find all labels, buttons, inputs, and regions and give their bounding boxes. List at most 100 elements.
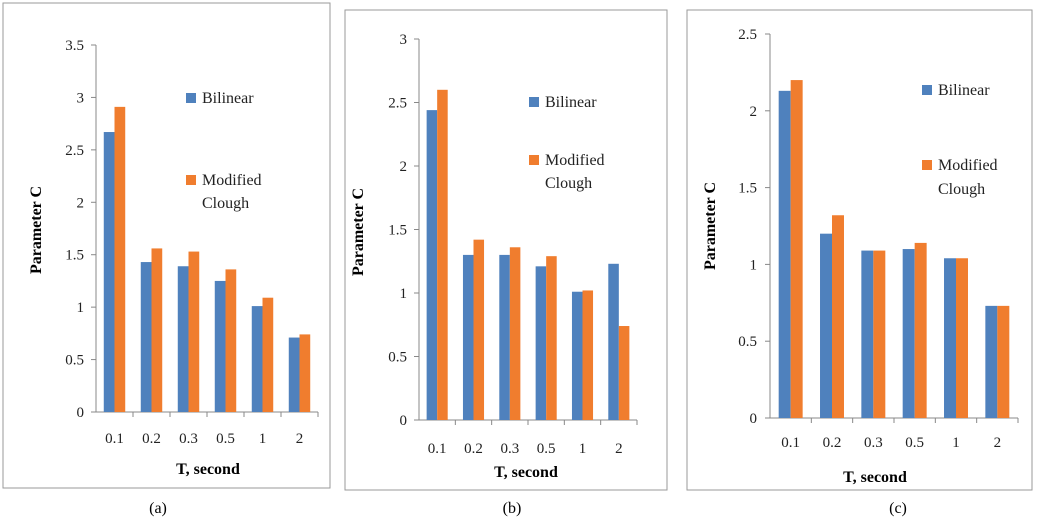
chart-panel-b: 0 0.5 1 1.5 2 2.5 3 0.1 0.2 0.3 0.5 1 2 Bilinear Modif… <box>344 9 668 517</box>
y-tick-label: 0.5 <box>388 350 407 366</box>
bar-modified-clough-2 <box>618 326 630 420</box>
y-tick-label: 3 <box>400 32 408 48</box>
chart-b-caption: (b) <box>503 500 522 517</box>
x-tick-label: 0.1 <box>105 431 124 447</box>
bar-modified-clough-0.5 <box>546 256 557 420</box>
x-tick-label: 2 <box>615 441 623 457</box>
y-tick-label: 0.5 <box>738 334 757 350</box>
bar-bilinear-0.1 <box>778 90 791 418</box>
chart-c-plot: 0 0.5 1 1.5 2 2.5 0.1 0.2 0.3 0.5 1 2 Bilinear Modifi… <box>738 27 1019 451</box>
legend-label-modified-clough: Clough <box>202 195 249 212</box>
x-tick-label: 0.3 <box>179 431 198 447</box>
bar-modified-clough-1 <box>582 290 594 420</box>
bar-bilinear-1 <box>251 306 263 412</box>
y-tick-label: 0.5 <box>65 353 84 369</box>
y-tick-label: 1 <box>400 286 408 302</box>
legend-label-modified-clough: Modified <box>545 152 605 169</box>
bar-modified-clough-0.5 <box>914 242 927 418</box>
bar-modified-clough-1 <box>262 297 274 412</box>
y-tick-label: 2 <box>750 104 758 120</box>
bar-bilinear-0.2 <box>820 233 832 418</box>
x-tick-label: 0.2 <box>142 431 161 447</box>
bar-modified-clough-0.1 <box>437 89 448 421</box>
x-tick-label: 0.1 <box>428 441 447 457</box>
legend-label-bilinear: Bilinear <box>202 90 254 107</box>
bar-modified-clough-0.2 <box>151 248 163 412</box>
legend-swatch-bilinear <box>922 85 932 95</box>
bar-modified-clough-0.3 <box>873 250 886 418</box>
y-tick-label: 0 <box>77 405 85 421</box>
y-tick-label: 0 <box>400 413 408 429</box>
bar-bilinear-0.2 <box>140 262 152 412</box>
x-tick-label: 1 <box>259 431 267 447</box>
y-tick-label: 2.5 <box>65 143 84 159</box>
chart-a-caption: (a) <box>149 500 167 517</box>
legend-swatch-modified-clough <box>922 160 932 170</box>
y-tick-label: 1.5 <box>388 223 407 239</box>
bar-bilinear-0.3 <box>861 250 874 418</box>
bar-bilinear-2 <box>985 305 998 418</box>
bar-bilinear-2 <box>608 263 619 420</box>
bar-modified-clough-0.5 <box>225 269 237 412</box>
y-tick-label: 3.5 <box>65 38 84 54</box>
bar-bilinear-2 <box>288 337 300 412</box>
chart-b-plot: 0 0.5 1 1.5 2 2.5 3 0.1 0.2 0.3 0.5 1 2 Bilinear Modif… <box>388 32 638 457</box>
y-tick-label: 1 <box>750 257 758 273</box>
legend-swatch-bilinear <box>186 93 196 103</box>
legend-label-modified-clough: Modified <box>938 157 998 174</box>
legend-swatch-bilinear <box>529 97 539 107</box>
y-tick-label: 0 <box>750 411 758 427</box>
chart-c-caption: (c) <box>889 500 907 517</box>
legend-label-modified-clough: Clough <box>938 181 985 198</box>
bar-bilinear-1 <box>944 258 956 418</box>
bar-modified-clough-0.2 <box>832 215 844 418</box>
bar-bilinear-1 <box>571 291 583 420</box>
chart-c-xlabel: T, second <box>843 469 907 486</box>
chart-a-ylabel: Parameter C <box>28 186 45 274</box>
bar-bilinear-0.2 <box>462 254 474 420</box>
bar-modified-clough-2 <box>997 305 1010 418</box>
bar-bilinear-0.5 <box>902 249 915 418</box>
legend-label-modified-clough: Clough <box>545 175 592 192</box>
x-tick-label: 0.3 <box>864 435 883 451</box>
x-tick-label: 1 <box>952 435 960 451</box>
y-tick-label: 2 <box>400 159 408 175</box>
chart-a-plot: 0 0.5 1 1.5 2 2.5 3 3.5 0.1 0.2 0.3 0.5 1 2 Bilinear Mo… <box>65 38 319 447</box>
bar-modified-clough-1 <box>956 258 968 418</box>
y-tick-label: 1 <box>77 300 85 316</box>
legend-swatch-modified-clough <box>186 175 196 185</box>
chart-b-xlabel: T, second <box>494 464 558 481</box>
y-tick-label: 2.5 <box>738 27 757 43</box>
bar-modified-clough-0.2 <box>473 239 485 420</box>
bar-modified-clough-0.3 <box>188 251 200 412</box>
x-tick-label: 0.5 <box>216 431 235 447</box>
x-tick-label: 0.1 <box>781 435 800 451</box>
y-tick-label: 2.5 <box>388 96 407 112</box>
chart-c-ylabel: Parameter C <box>702 182 719 270</box>
bar-bilinear-0.5 <box>214 280 226 412</box>
x-tick-label: 0.2 <box>464 441 483 457</box>
bar-bilinear-0.1 <box>103 132 115 412</box>
x-tick-label: 0.5 <box>905 435 924 451</box>
chart-frame-a <box>2 2 331 489</box>
bar-bilinear-0.3 <box>499 254 510 420</box>
y-tick-label: 1.5 <box>65 248 84 264</box>
chart-panel-c: 0 0.5 1 1.5 2 2.5 0.1 0.2 0.3 0.5 1 2 Bilinear Modifi… <box>686 9 1033 517</box>
chart-b-ylabel: Parameter C <box>350 188 367 276</box>
bar-bilinear-0.1 <box>426 110 438 421</box>
bar-bilinear-0.5 <box>535 266 547 420</box>
y-tick-label: 3 <box>77 90 85 106</box>
chart-frame-c <box>686 9 1033 491</box>
x-tick-label: 2 <box>296 431 304 447</box>
bar-modified-clough-0.1 <box>114 106 126 412</box>
chart-a-xlabel: T, second <box>176 461 240 478</box>
x-tick-label: 0.3 <box>500 441 519 457</box>
y-tick-label: 2 <box>77 195 85 211</box>
legend-label-modified-clough: Modified <box>202 172 262 189</box>
bar-modified-clough-0.3 <box>509 247 521 420</box>
y-tick-label: 1.5 <box>738 181 757 197</box>
bar-modified-clough-0.1 <box>790 80 803 418</box>
x-tick-label: 0.2 <box>823 435 842 451</box>
bar-bilinear-0.3 <box>177 266 189 412</box>
